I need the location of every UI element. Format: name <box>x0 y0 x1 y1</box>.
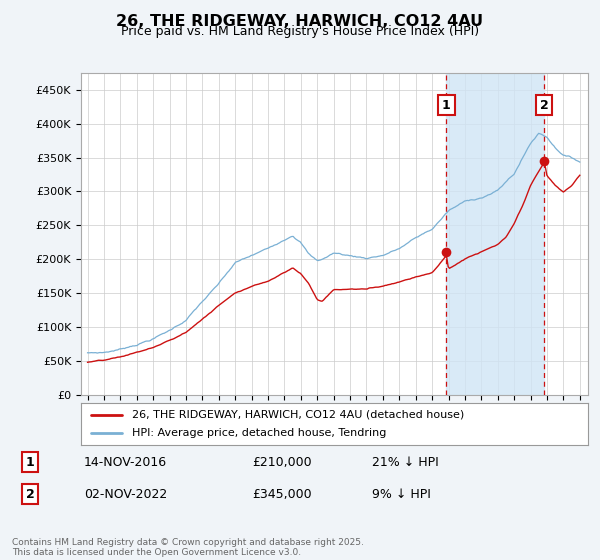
Text: 14-NOV-2016: 14-NOV-2016 <box>84 456 167 469</box>
Text: 2: 2 <box>26 488 34 501</box>
Text: 1: 1 <box>442 99 451 111</box>
Text: 1: 1 <box>26 456 34 469</box>
Text: 21% ↓ HPI: 21% ↓ HPI <box>372 456 439 469</box>
Text: 26, THE RIDGEWAY, HARWICH, CO12 4AU (detached house): 26, THE RIDGEWAY, HARWICH, CO12 4AU (det… <box>132 410 464 420</box>
Text: HPI: Average price, detached house, Tendring: HPI: Average price, detached house, Tend… <box>132 428 386 438</box>
Text: 02-NOV-2022: 02-NOV-2022 <box>84 488 167 501</box>
Text: 26, THE RIDGEWAY, HARWICH, CO12 4AU: 26, THE RIDGEWAY, HARWICH, CO12 4AU <box>116 14 484 29</box>
Text: 9% ↓ HPI: 9% ↓ HPI <box>372 488 431 501</box>
Text: £345,000: £345,000 <box>252 488 311 501</box>
Text: Price paid vs. HM Land Registry's House Price Index (HPI): Price paid vs. HM Land Registry's House … <box>121 25 479 38</box>
Text: Contains HM Land Registry data © Crown copyright and database right 2025.
This d: Contains HM Land Registry data © Crown c… <box>12 538 364 557</box>
Text: £210,000: £210,000 <box>252 456 311 469</box>
Text: 2: 2 <box>540 99 549 111</box>
Bar <box>446 73 544 395</box>
